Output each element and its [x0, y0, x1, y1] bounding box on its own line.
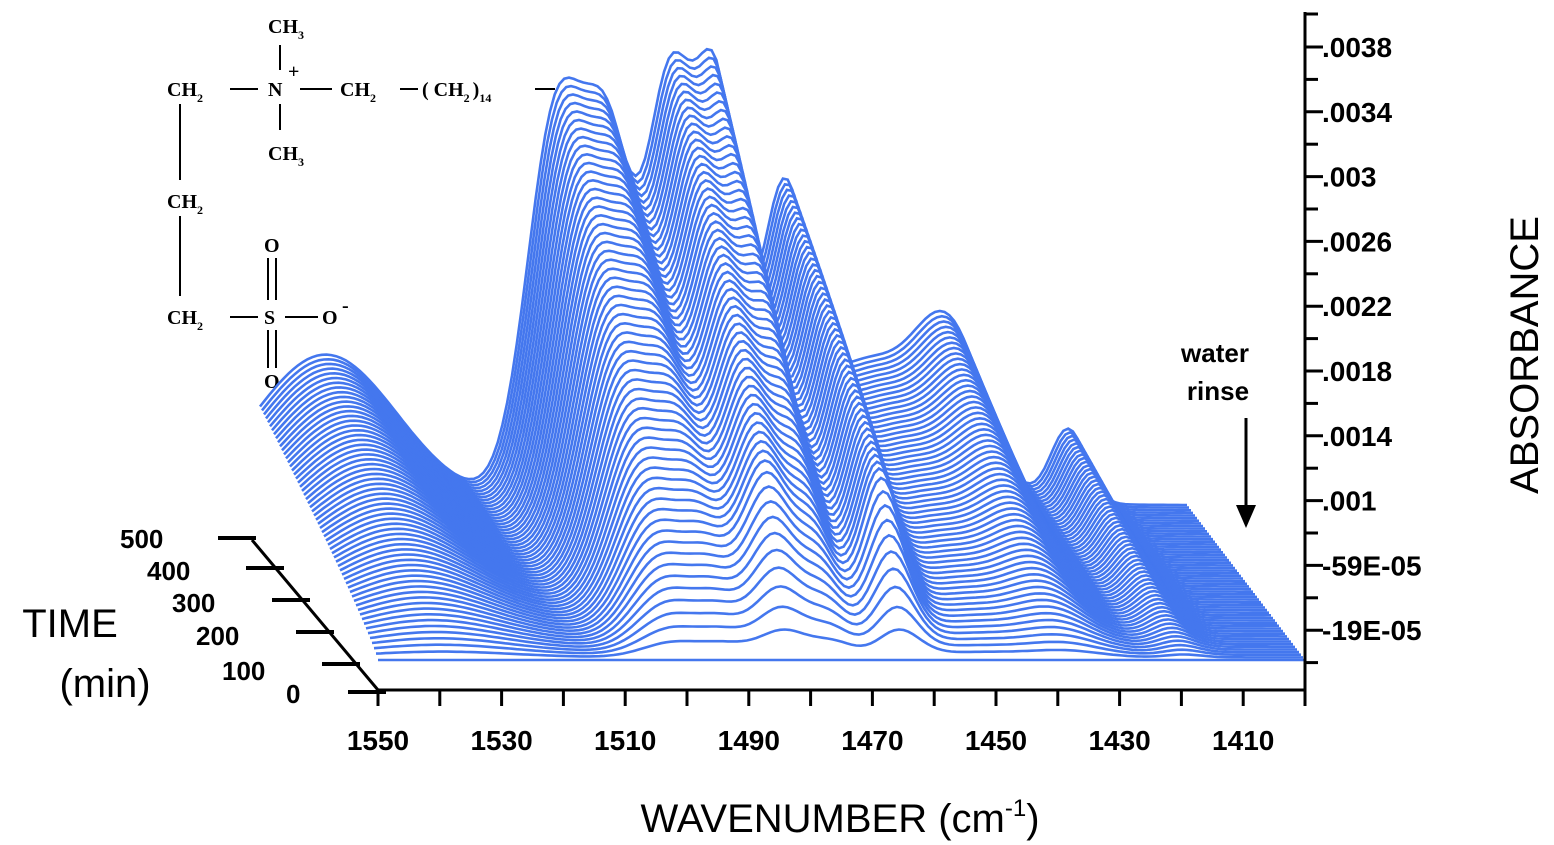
annotation-line1: water	[1180, 338, 1249, 368]
water-rinse-annotation: water rinse	[1180, 338, 1256, 528]
spectrum-line	[337, 375, 1266, 609]
time-tick-label: 400	[147, 556, 190, 586]
x-tick-label: 1410	[1212, 725, 1274, 756]
x-tick-label: 1530	[470, 725, 532, 756]
spectrum-line	[369, 566, 1297, 651]
z-tick-label: .003	[1322, 162, 1377, 193]
time-tick-label: 0	[286, 679, 300, 709]
absorbance-ticks: .0038 .0034 .003 .0026 .0022 .0018 .0014 .001 -5…	[1305, 12, 1422, 665]
z-tick-label: .0014	[1322, 421, 1392, 452]
spectrum-line	[349, 430, 1277, 625]
z-axis-title: ABSORBANCE	[1503, 216, 1547, 494]
spectrum-line	[355, 459, 1283, 633]
structure-n-plus: N	[268, 79, 283, 101]
spectrum-line	[339, 384, 1267, 612]
annotation-arrow-head	[1236, 505, 1256, 528]
z-tick-label: .001	[1322, 486, 1377, 517]
time-tick-label: 200	[196, 621, 239, 651]
structure-paren-group: ( CH2)14	[422, 79, 491, 105]
spectrum-line	[357, 470, 1285, 635]
x-tick-label: 1450	[965, 725, 1027, 756]
structure-ch3-top: CH3	[268, 16, 304, 42]
spectrum-line	[375, 628, 1303, 659]
spectrum-line	[341, 393, 1269, 614]
spectrum-line	[365, 531, 1293, 646]
spectrum-line	[335, 366, 1263, 607]
x-tick-label: 1510	[594, 725, 656, 756]
spectrum-line	[343, 402, 1271, 617]
spectrum-line	[371, 585, 1299, 654]
z-tick-label: .0034	[1322, 97, 1392, 128]
structure-o-right: O	[322, 307, 338, 329]
spectrum-fill	[378, 660, 1305, 690]
x-tick-label: 1430	[1088, 725, 1150, 756]
time-axis-title-line1: TIME	[22, 602, 118, 646]
time-tick-label: 300	[172, 588, 215, 618]
structure-ch3-bottom: CH3	[268, 143, 304, 169]
structure-o-minus: -	[342, 295, 349, 317]
spectrum-line	[353, 449, 1281, 630]
structure-ch2-3: CH2	[167, 307, 203, 333]
structure-sulfur: S	[264, 307, 275, 329]
z-tick-label: -59E-05	[1322, 550, 1422, 581]
spectrum-line	[367, 548, 1295, 649]
spectrum-line	[345, 411, 1273, 620]
z-tick-label: -19E-05	[1322, 615, 1422, 646]
x-tick-label: 1470	[841, 725, 903, 756]
structure-ch2-2: CH2	[167, 191, 203, 217]
time-axis-title-line2: (min)	[59, 662, 150, 706]
structure-plus-sign: +	[288, 61, 299, 83]
wavenumber-ticks: 1550 1530 1510 1490 1470 1450 1430 1410	[347, 690, 1307, 756]
structure-o-top: O	[264, 235, 280, 257]
spectrum-line	[347, 421, 1275, 622]
spectrum-line	[373, 605, 1301, 656]
structure-ch2-1: CH2	[167, 79, 203, 105]
z-tick-label: .0018	[1322, 356, 1392, 387]
spectrum-line	[351, 439, 1279, 628]
z-tick-label: .0038	[1322, 32, 1392, 63]
time-tick-label: 500	[120, 524, 163, 554]
z-tick-label: .0026	[1322, 226, 1392, 257]
structure-ch2-chain: CH2	[340, 79, 376, 105]
spectrum-line	[363, 515, 1291, 643]
spectrum-line	[359, 485, 1287, 638]
x-tick-label: 1490	[718, 725, 780, 756]
spectrum-line	[361, 500, 1289, 641]
z-tick-label: .0022	[1322, 291, 1392, 322]
x-tick-label: 1550	[347, 725, 409, 756]
annotation-line2: rinse	[1187, 376, 1249, 406]
spectra-group	[258, 47, 1305, 690]
time-tick-label: 100	[222, 656, 265, 686]
x-axis-title: WAVENUMBER (cm-1)	[640, 795, 1039, 841]
